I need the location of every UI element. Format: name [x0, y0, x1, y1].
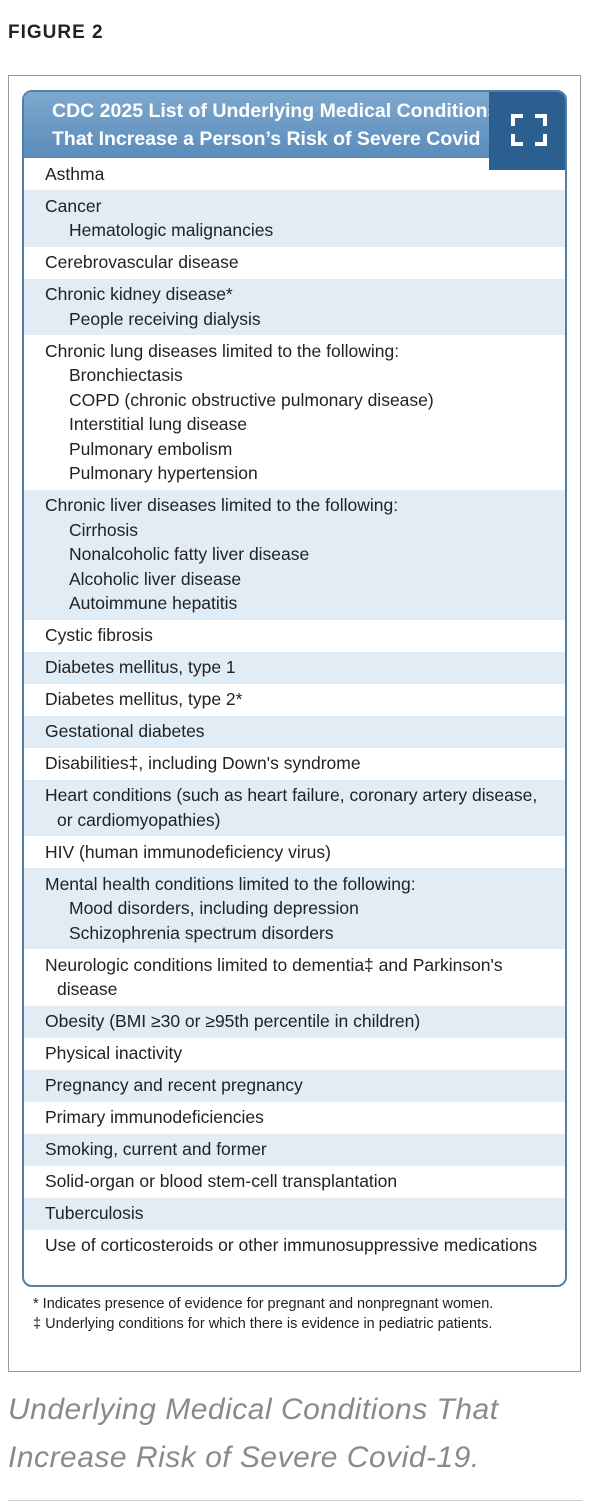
table-row: Solid-organ or blood stem-cell transplan… [24, 1166, 565, 1198]
sub-condition: Interstitial lung disease [69, 414, 248, 434]
sub-condition: People receiving dialysis [69, 308, 261, 329]
sub-condition: Schizophrenia spectrum disorders [69, 922, 334, 943]
divider [8, 1500, 582, 1501]
caption: Underlying Medical Conditions That Incre… [8, 1393, 499, 1474]
table-row: Chronic lung diseases limited to the fol… [24, 335, 565, 490]
table-row: Cancer Hematologic malignancies [24, 190, 565, 247]
table-title: That Increase a Person’s Risk of Severe … [52, 128, 481, 150]
sub-condition: Bronchiectasis [69, 365, 183, 385]
table-row: Diabetes mellitus, type 1 [24, 651, 565, 684]
table-row: HIV (human immunodeficiency virus) [24, 836, 565, 868]
table-row: Gestational diabetes [24, 715, 565, 748]
table-row: Chronic liver diseases limited to the fo… [24, 489, 565, 620]
condition: HIV (human immunodeficiency virus) [45, 841, 331, 862]
table-row: Physical inactivity [24, 1038, 565, 1070]
condition: Smoking, current and former [45, 1139, 267, 1159]
table-row: Smoking, current and former [24, 1133, 565, 1166]
sub-condition: Cirrhosis [69, 519, 139, 540]
table-row: Tuberculosis [24, 1197, 565, 1230]
conditions-table: CDC 2025 List of Underlying Medical Cond… [22, 90, 567, 1287]
condition: Solid-organ or blood stem-cell transplan… [45, 1171, 398, 1191]
figure-label: FIGURE 2 [8, 22, 104, 43]
condition: Diabetes mellitus, type 1 [45, 657, 236, 677]
sub-condition: Autoimmune hepatitis [69, 593, 238, 613]
condition: Primary immunodeficiencies [45, 1107, 264, 1127]
footnotes: * Indicates presence of evidence for pre… [33, 1294, 563, 1334]
sub-condition: Hematologic malignancies [69, 220, 274, 240]
table-title: CDC 2025 List of Underlying Medical Cond… [52, 100, 499, 122]
table-row: Diabetes mellitus, type 2* [24, 684, 565, 716]
condition: Diabetes mellitus, type 2* [45, 689, 243, 709]
sub-condition: Pulmonary embolism [69, 438, 233, 459]
condition: Cystic fibrosis [45, 625, 153, 645]
table-row: Chronic kidney disease* People receiving … [24, 278, 565, 335]
expand-button[interactable] [489, 90, 567, 170]
figure-frame [8, 75, 581, 1372]
condition: Chronic lung diseases limited to the fol… [45, 340, 400, 361]
table-row: Cystic fibrosis [24, 620, 565, 652]
table-row: Cerebrovascular disease [24, 247, 565, 279]
table-header: CDC 2025 List of Underlying Medical Cond… [24, 92, 565, 158]
table-row: Disabilities‡, including Down's syndrome [24, 748, 565, 780]
condition: Cancer [45, 195, 102, 216]
table-row: Neurologic conditions limited to dementi… [24, 949, 565, 1006]
table-row: Primary immunodeficiencies [24, 1102, 565, 1134]
table-row: Mental health conditions limited to the … [24, 868, 565, 949]
footnote: ‡ Underlying conditions for which there … [33, 1316, 493, 1332]
condition: Disabilities‡, including Down's syndrome [45, 753, 361, 773]
sub-condition: COPD (chronic obstructive pulmonary dise… [69, 389, 434, 410]
table-row: Obesity (BMI ≥30 or ≥95th percentile in … [24, 1005, 565, 1038]
condition: Asthma [45, 163, 105, 184]
table-row: Asthma [24, 158, 565, 190]
table-row: Heart conditions (such as heart failure,… [24, 779, 565, 836]
sub-condition: Pulmonary hypertension [69, 463, 258, 483]
condition: Gestational diabetes [45, 721, 205, 741]
condition: Neurologic conditions limited to dementi… [45, 954, 503, 1000]
sub-condition: Nonalcoholic fatty liver disease [69, 544, 310, 564]
table-row: Use of corticosteroids or other immunosu… [24, 1230, 565, 1262]
sub-condition: Mood disorders, including depression [69, 898, 359, 918]
table-row: Pregnancy and recent pregnancy [24, 1069, 565, 1102]
condition: Obesity (BMI ≥30 or ≥95th percentile in … [45, 1011, 421, 1031]
condition: Use of corticosteroids or other immunosu… [45, 1235, 538, 1255]
table-body: Asthma Cancer Hematologic malignancies Cere… [24, 158, 565, 1262]
condition: Chronic kidney disease* [45, 284, 233, 304]
condition: Heart conditions (such as heart failure,… [45, 785, 538, 830]
sub-condition: Alcoholic liver disease [69, 568, 242, 589]
condition: Pregnancy and recent pregnancy [45, 1075, 303, 1095]
condition: Cerebrovascular disease [45, 252, 239, 272]
condition: Tuberculosis [45, 1203, 144, 1223]
condition: Chronic liver diseases limited to the fo… [45, 495, 399, 515]
condition: Physical inactivity [45, 1043, 183, 1063]
footnote: * Indicates presence of evidence for pre… [33, 1296, 494, 1312]
condition: Mental health conditions limited to the … [45, 873, 416, 894]
